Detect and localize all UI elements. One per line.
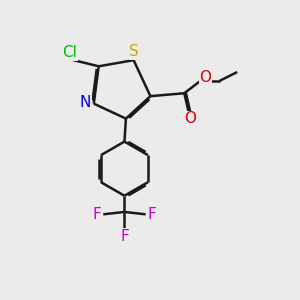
Text: F: F bbox=[92, 207, 101, 222]
Text: O: O bbox=[184, 111, 196, 126]
Text: O: O bbox=[200, 70, 211, 86]
Text: S: S bbox=[129, 44, 139, 59]
Text: F: F bbox=[120, 229, 129, 244]
Text: Cl: Cl bbox=[62, 46, 77, 61]
Text: N: N bbox=[80, 95, 91, 110]
Text: F: F bbox=[148, 207, 157, 222]
